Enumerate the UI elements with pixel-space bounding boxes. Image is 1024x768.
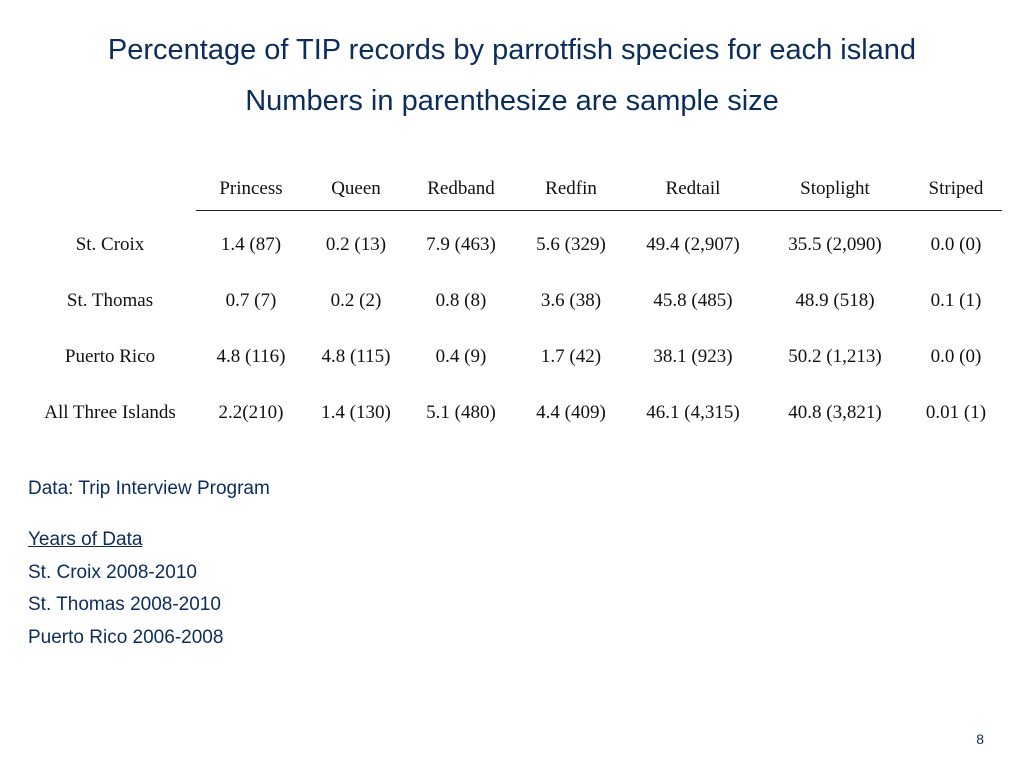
table-cell: 0.8 (8) — [435, 290, 487, 311]
table-cell: 5.1 (480) — [426, 402, 496, 423]
table-cell: 35.5 (2,090) — [788, 234, 882, 255]
table-cell: 38.1 (923) — [653, 346, 733, 367]
row-label: St. Thomas — [66, 290, 154, 311]
years-item: St. Croix 2008-2010 — [28, 562, 197, 583]
table-cell: 48.9 (518) — [795, 290, 875, 311]
row-label: All Three Islands — [44, 402, 176, 423]
table-cell: 1.4 (87) — [220, 234, 282, 255]
table-header-row: Princess Queen Redband Redfin Redtail St… — [24, 168, 1002, 211]
years-item: Puerto Rico 2006-2008 — [28, 627, 224, 648]
table-cell: 50.2 (1,213) — [788, 346, 882, 367]
column-header: Redtail — [626, 168, 760, 211]
column-header: Striped — [910, 168, 1002, 211]
table-cell: 0.0 (0) — [930, 346, 982, 367]
table-row: All Three Islands 2.2(210) 1.4 (130) 5.1… — [24, 385, 1002, 441]
table-cell: 0.7 (7) — [225, 290, 277, 311]
column-header: Queen — [306, 168, 406, 211]
column-header: Redband — [406, 168, 516, 211]
slide-title: Percentage of TIP records by parrotfish … — [107, 34, 917, 66]
table-cell: 4.8 (116) — [216, 346, 286, 367]
table-cell: 2.2(210) — [218, 402, 284, 423]
table-cell: 0.2 (13) — [325, 234, 387, 255]
page-number: 8 — [976, 731, 984, 747]
column-header: Stoplight — [760, 168, 910, 211]
slide-subtitle: Numbers in parenthesize are sample size — [245, 85, 779, 117]
table-cell: 0.1 (1) — [930, 290, 982, 311]
table-cell: 0.01 (1) — [925, 402, 987, 423]
column-header: Redfin — [516, 168, 626, 211]
years-item: St. Thomas 2008-2010 — [28, 594, 221, 615]
row-label: Puerto Rico — [64, 346, 156, 367]
years-of-data-heading: Years of Data — [28, 529, 143, 550]
parrotfish-species-table: Princess Queen Redband Redfin Redtail St… — [24, 168, 1002, 441]
table-cell: 4.8 (115) — [321, 346, 391, 367]
table-cell: 46.1 (4,315) — [646, 402, 740, 423]
column-header: Princess — [196, 168, 306, 211]
table-cell: 1.4 (130) — [321, 402, 391, 423]
table-cell: 7.9 (463) — [426, 234, 496, 255]
table-cell: 1.7 (42) — [540, 346, 602, 367]
table-row: St. Thomas 0.7 (7) 0.2 (2) 0.8 (8) 3.6 (… — [24, 273, 1002, 329]
row-label: St. Croix — [75, 233, 145, 255]
table-cell: 45.8 (485) — [653, 290, 733, 311]
data-source-note: Data: Trip Interview Program — [28, 478, 270, 499]
table-cell: 0.0 (0) — [930, 234, 982, 255]
table-row: Puerto Rico 4.8 (116) 4.8 (115) 0.4 (9) … — [24, 329, 1002, 385]
table-cell: 40.8 (3,821) — [788, 402, 882, 423]
table-cell: 5.6 (329) — [536, 234, 606, 255]
table-corner-cell — [24, 168, 196, 211]
table-cell: 49.4 (2,907) — [646, 234, 740, 255]
table-cell: 0.4 (9) — [435, 346, 487, 367]
table-cell: 4.4 (409) — [536, 402, 606, 423]
table-cell: 0.2 (2) — [330, 290, 382, 311]
table-row: St. Croix 1.4 (87) 0.2 (13) 7.9 (463) 5.… — [24, 211, 1002, 274]
table-cell: 3.6 (38) — [540, 290, 602, 311]
